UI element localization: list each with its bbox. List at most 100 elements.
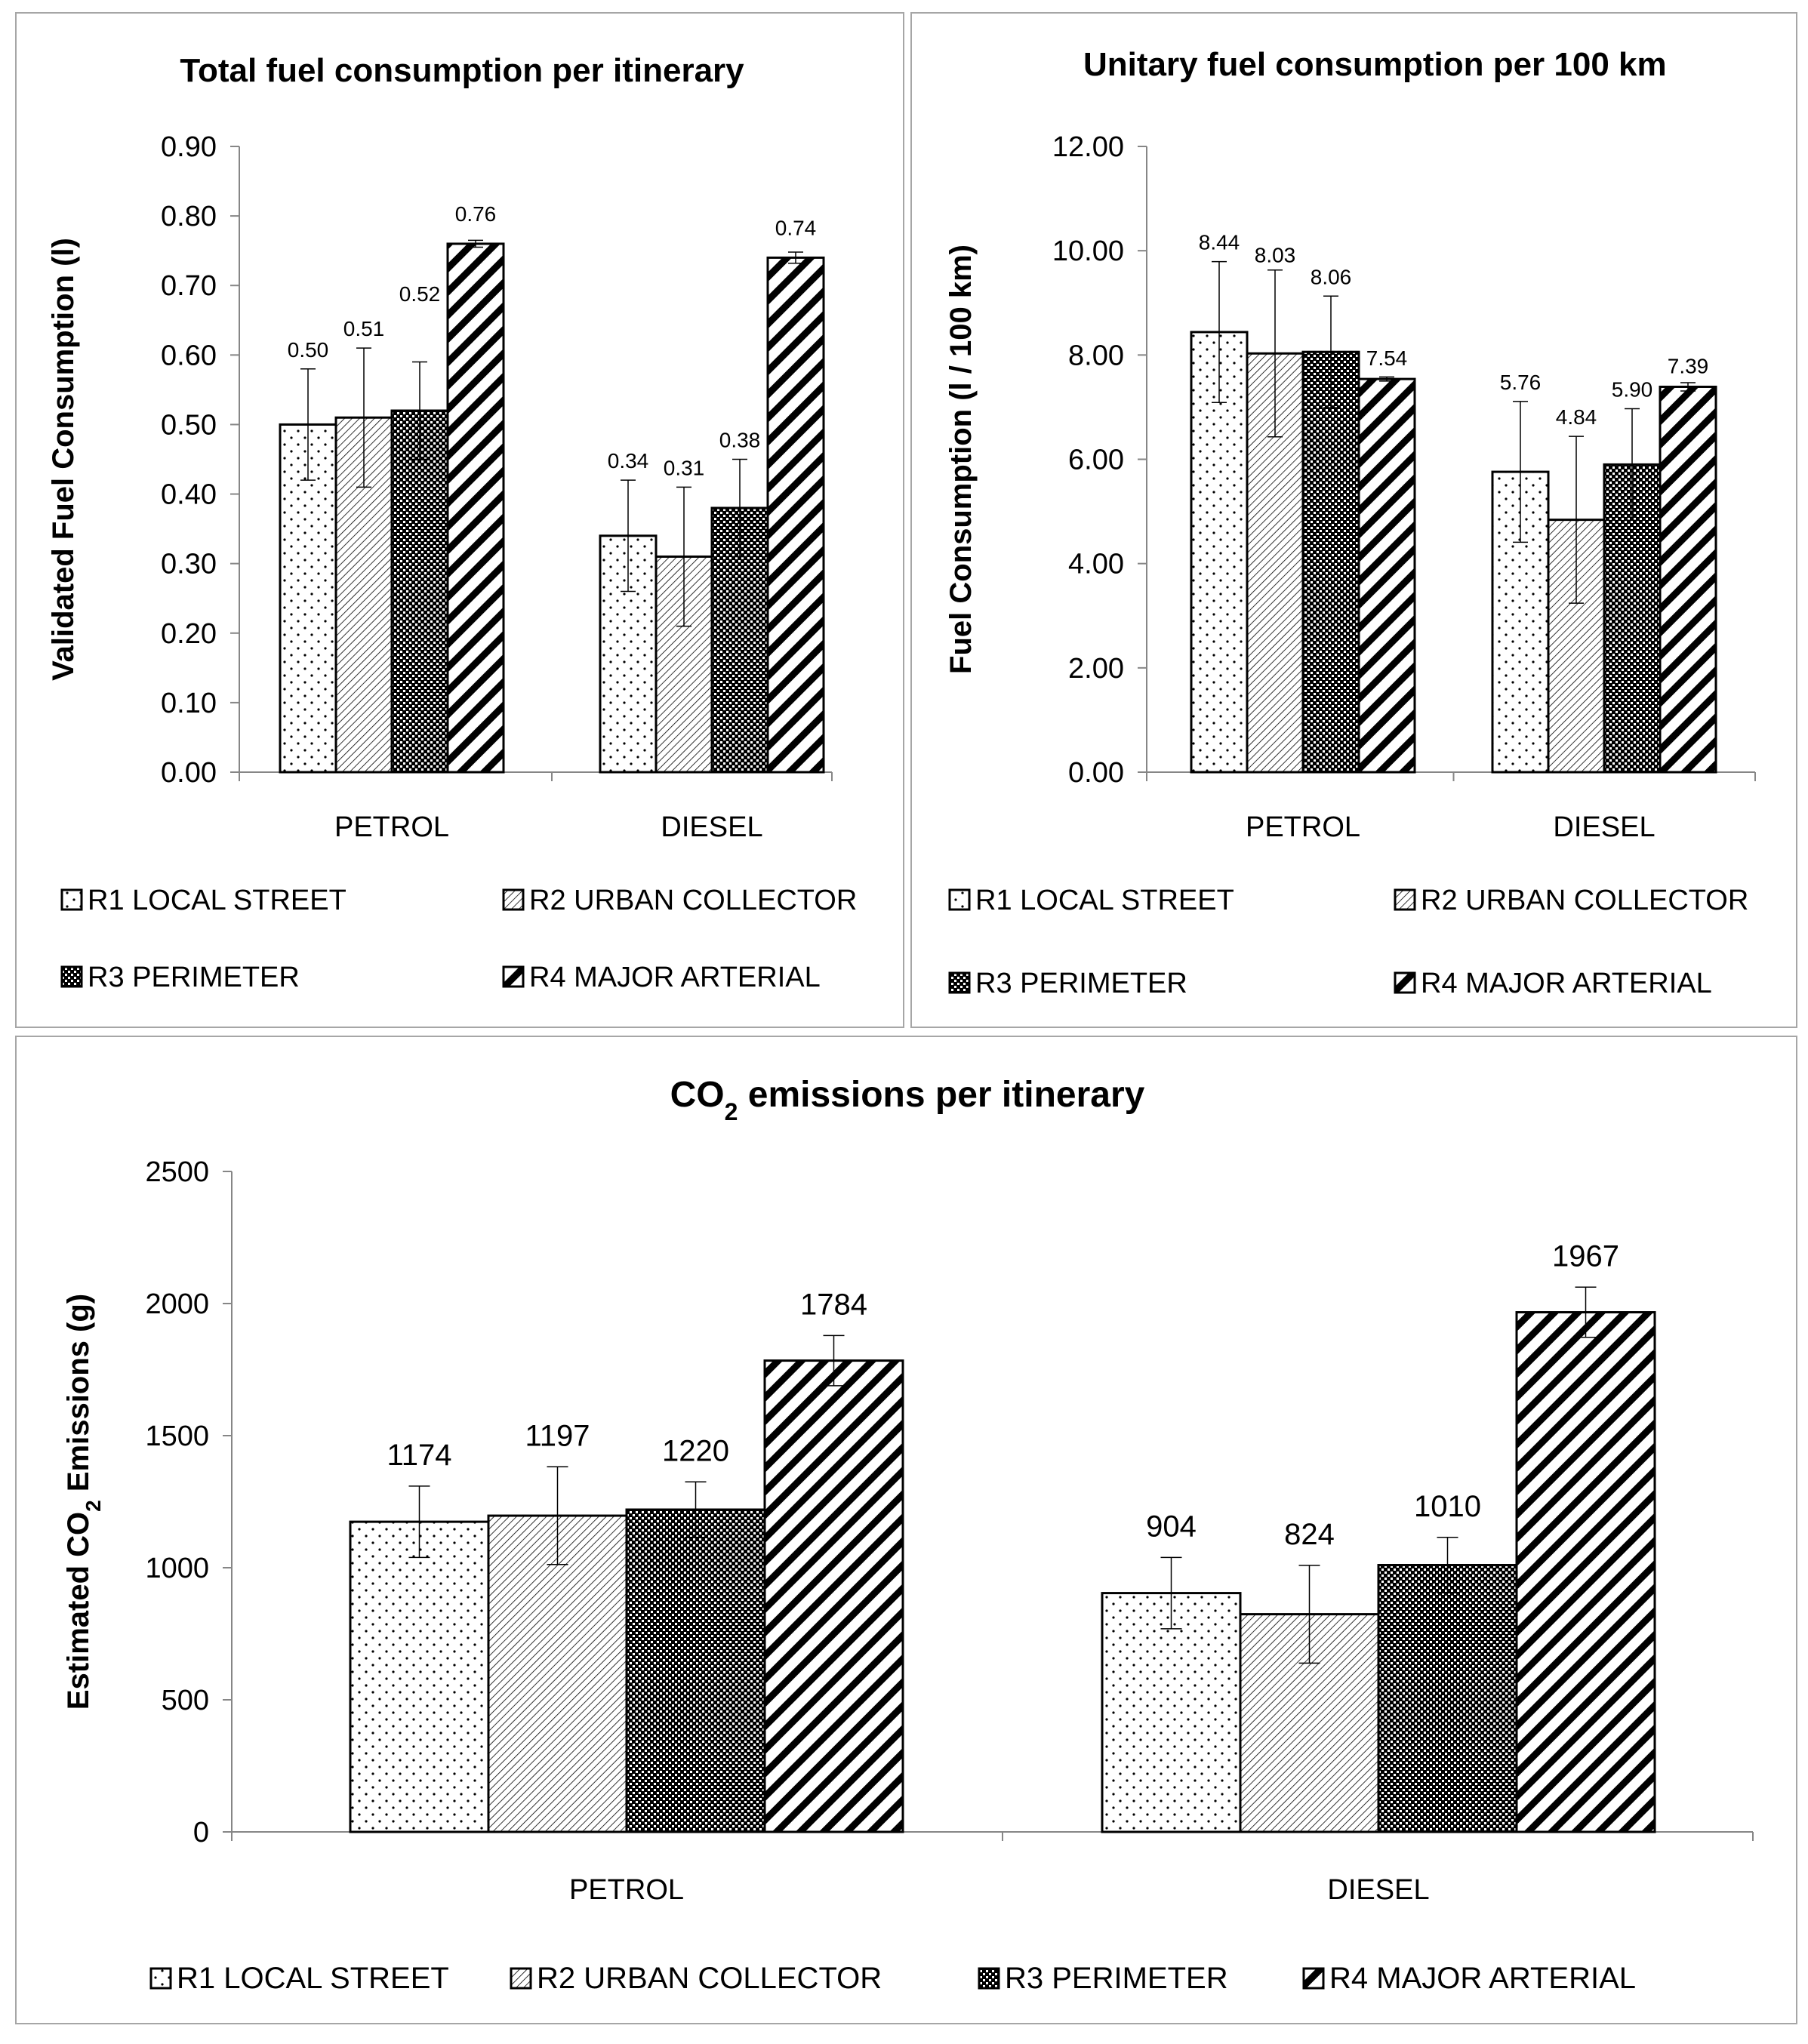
legend-label: R2 URBAN COLLECTOR [1421,885,1748,916]
bar-4-petrol [1357,377,1416,774]
x-category-label: DIESEL [661,811,762,843]
chart-title: Total fuel consumption per itinerary [180,52,744,89]
chart-title: Unitary fuel consumption per 100 km [1083,46,1667,83]
x-category-label: DIESEL [1553,811,1655,843]
data-label: 5.76 [1500,371,1542,394]
data-label: 0.52 [399,282,441,306]
chart-title: CO2 emissions per itinerary [670,1075,1145,1125]
chart-unitary-fuel: Unitary fuel consumption per 100 km Fuel … [944,46,1756,999]
data-label: 1784 [800,1288,867,1321]
legend-label: R4 MAJOR ARTERIAL [1421,968,1712,999]
legend-swatch [948,971,971,994]
data-label: 5.90 [1612,377,1653,401]
data-label: 7.39 [1668,354,1709,377]
legend-label: R1 LOCAL STREET [88,885,347,916]
bar-4-petrol [446,242,505,774]
y-tick-label: 0.60 [161,340,217,371]
data-label: 0.74 [775,216,817,239]
data-label: 7.54 [1366,346,1408,370]
y-axis-title: Validated Fuel Consumption (l) [47,238,80,681]
y-tick-label: 500 [162,1685,209,1716]
data-label: 0.51 [343,317,385,340]
y-tick-label: 2500 [145,1156,209,1188]
bar-1-diesel [1101,1592,1242,1833]
data-label: 1197 [525,1419,590,1452]
legend-label: R3 PERIMETER [1005,1962,1228,1995]
chart-total-fuel: Total fuel consumption per itinerary Vali… [47,52,857,993]
data-label: 904 [1146,1510,1197,1543]
y-tick-label: 0.10 [161,688,217,719]
legend-label: R2 URBAN COLLECTOR [529,885,857,916]
legend-label: R3 PERIMETER [975,968,1187,999]
legend-swatch [502,888,525,911]
data-label: 8.44 [1199,231,1240,254]
legend-swatch [1302,1967,1325,1990]
x-category-label: DIESEL [1327,1874,1429,1906]
bar-4-diesel [1515,1311,1656,1833]
legend-swatch [948,888,971,911]
y-tick-label: 0.70 [161,270,217,302]
bar-3-petrol [390,409,449,774]
x-category-label: PETROL [334,811,449,843]
x-category-label: PETROL [569,1874,684,1906]
panel-co2-emissions: CO2 emissions per itinerary Estimated CO2… [15,1036,1797,2024]
y-tick-label: 0.90 [161,131,217,163]
legend-label: R3 PERIMETER [88,962,300,993]
bar-4-diesel [1659,385,1717,774]
y-axis-title: Estimated CO2 Emissions (g) [62,1294,105,1710]
data-label: 1220 [662,1434,729,1467]
legend-swatch [978,1967,1000,1990]
y-tick-label: 1000 [145,1553,209,1584]
bar-3-diesel [1377,1564,1518,1833]
legend-swatch [1394,888,1416,911]
panel-unitary-fuel: Unitary fuel consumption per 100 km Fuel … [910,12,1797,1028]
legend-swatch [1394,971,1416,994]
y-tick-label: 0.80 [161,201,217,232]
y-axis-title: Fuel Consumption (l / 100 km) [944,245,978,674]
y-tick-label: 6.00 [1068,445,1124,476]
y-tick-label: 12.00 [1052,131,1124,163]
legend-swatch [60,965,83,988]
y-tick-label: 4.00 [1068,549,1124,580]
y-tick-label: 10.00 [1052,235,1124,267]
legend-label: R4 MAJOR ARTERIAL [529,962,821,993]
data-label: 0.31 [664,456,705,479]
legend-label: R4 MAJOR ARTERIAL [1329,1962,1636,1995]
y-tick-label: 0 [193,1817,209,1849]
data-label: 1174 [387,1439,451,1472]
y-tick-label: 0.20 [161,618,217,650]
y-tick-label: 0.40 [161,479,217,511]
legend-swatch [60,888,83,911]
data-label: 824 [1284,1518,1335,1551]
legend-swatch [502,965,525,988]
bar-1-petrol [349,1520,490,1833]
y-tick-label: 2.00 [1068,653,1124,685]
y-tick-label: 0.50 [161,409,217,441]
y-tick-label: 0.30 [161,549,217,580]
y-tick-label: 0.00 [161,757,217,789]
data-label: 0.76 [455,202,497,226]
data-label: 0.38 [719,429,761,452]
data-label: 0.50 [288,338,329,362]
legend-label: R1 LOCAL STREET [177,1962,449,1995]
data-label: 1967 [1552,1239,1619,1273]
legend-label: R1 LOCAL STREET [975,885,1234,916]
bar-1-petrol [279,423,337,774]
legend-label: R2 URBAN COLLECTOR [537,1962,882,1995]
x-category-label: PETROL [1246,811,1360,843]
data-label: 0.34 [608,449,649,473]
y-tick-label: 2000 [145,1288,209,1320]
y-tick-label: 0.00 [1068,757,1124,789]
data-label: 4.84 [1556,405,1597,429]
bar-1-petrol [1190,331,1249,774]
panel-total-fuel: Total fuel consumption per itinerary Vali… [15,12,904,1028]
legend-swatch [510,1967,532,1990]
y-tick-label: 8.00 [1068,340,1124,371]
chart-co2-emissions: CO2 emissions per itinerary Estimated CO2… [62,1075,1754,1995]
bar-3-petrol [1301,350,1360,774]
bar-4-diesel [766,256,825,774]
legend-swatch [149,1967,172,1990]
bar-4-petrol [763,1359,904,1833]
bar-3-petrol [625,1508,766,1833]
data-label: 1010 [1414,1490,1481,1523]
